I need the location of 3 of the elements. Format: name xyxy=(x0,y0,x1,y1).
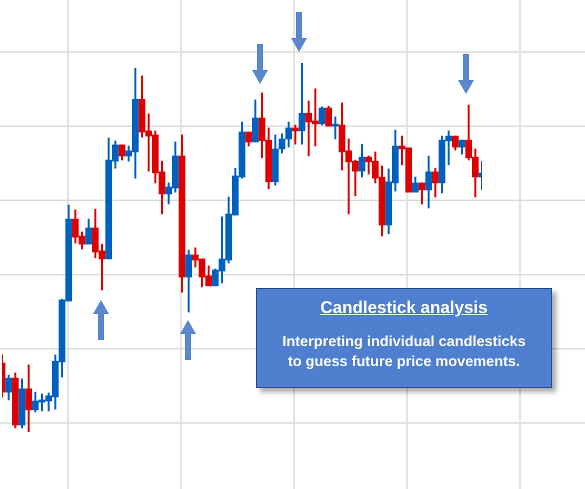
annotation: Interpreting individual candlesticks to guess future price movements. xyxy=(281,333,527,372)
callout-box: Candlestick analysis Interpreting individual candlesticks to guess future price movements. xyxy=(256,288,552,388)
annotation: Candlestick analysis xyxy=(319,298,489,318)
